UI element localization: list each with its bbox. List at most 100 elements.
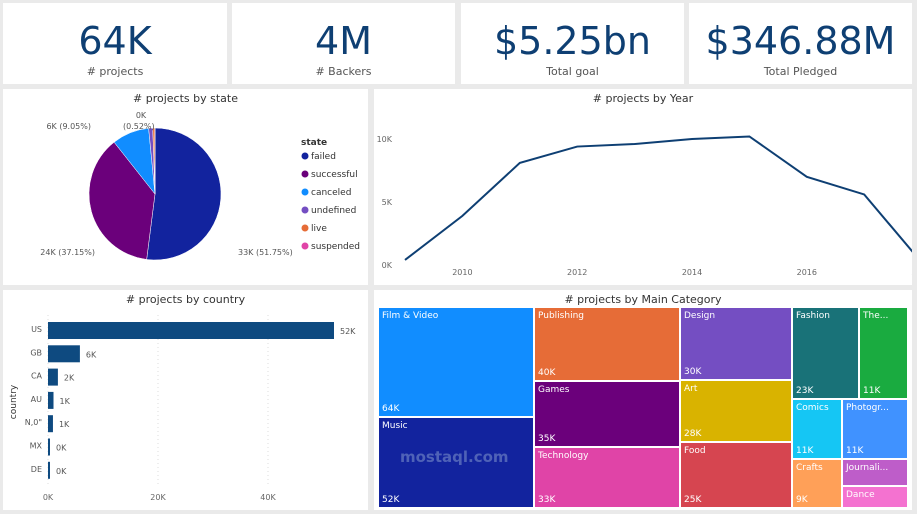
bar-data-label: 0K [56, 444, 67, 453]
pie-slice-failed [147, 128, 221, 260]
legend-marker [302, 207, 309, 214]
legend-marker [302, 171, 309, 178]
tile-name: Music [382, 421, 408, 431]
tile-name: Journali... [846, 463, 888, 473]
pie-chart-panel[interactable]: # projects by state 33K (51.75%)24K (37.… [3, 89, 368, 285]
legend-marker [302, 189, 309, 196]
pie-chart: 33K (51.75%)24K (37.15%)6K (9.05%)(0.52%… [3, 89, 368, 285]
tile-name: The... [863, 311, 888, 321]
bar-data-label: 0K [56, 467, 67, 476]
legend-marker [302, 243, 309, 250]
tile-value: 30K [684, 367, 701, 377]
chart-title: # projects by country [3, 293, 368, 306]
y-tick-label: N,0" [25, 418, 42, 427]
bar-N,0" [48, 415, 53, 432]
tile-value: 9K [796, 495, 808, 505]
kpi-value: $5.25bn [461, 19, 684, 63]
tile-value: 52K [382, 495, 399, 505]
legend-item-live: live [311, 224, 327, 234]
y-tick-label: MX [30, 442, 43, 451]
treemap-tile[interactable]: Fashion 23K [792, 307, 859, 399]
treemap-tile[interactable]: Art 28K [680, 380, 792, 442]
y-tick-label: DE [31, 465, 42, 474]
treemap-tile[interactable]: The...11K [859, 307, 908, 399]
treemap-tile[interactable]: Crafts 9K [792, 459, 842, 508]
treemap-tile[interactable]: Journali... [842, 459, 908, 486]
bar-US [48, 322, 334, 339]
chart-title: # projects by state [3, 92, 368, 105]
pie-data-label: 24K (37.15%) [40, 248, 95, 257]
y-tick-label: US [31, 325, 42, 334]
legend-title: state [301, 138, 327, 148]
kpi-card-projects[interactable]: 64K# projects [3, 3, 227, 84]
bar-MX [48, 439, 50, 456]
chart-title: # projects by Main Category [374, 293, 912, 306]
tile-name: Crafts [796, 463, 823, 473]
bar-CA [48, 369, 58, 386]
tile-value: 64K [382, 404, 399, 414]
kpi-value: 64K [3, 19, 227, 63]
tile-name: Art [684, 384, 697, 394]
kpi-label: # Backers [232, 65, 455, 78]
x-tick-label: 2016 [797, 268, 817, 277]
treemap-tile[interactable]: Photogr... 11K [842, 399, 908, 459]
pie-data-label: 6K (9.05%) [46, 122, 91, 131]
treemap-tile[interactable]: Dance [842, 486, 908, 508]
y-tick-label: GB [30, 348, 42, 357]
x-tick-label: 2018 [911, 268, 912, 277]
line-chart: 0K5K10K20102012201420162018 [374, 89, 912, 285]
kpi-label: Total Pledged [689, 65, 912, 78]
watermark: mostaql.com [400, 448, 509, 466]
bar-data-label: 6K [86, 350, 97, 359]
x-tick-label: 2012 [567, 268, 587, 277]
kpi-card-backers[interactable]: 4M # Backers [232, 3, 455, 84]
tile-value: 25K [684, 495, 701, 505]
treemap-tile[interactable]: Design 30K [680, 307, 792, 380]
x-tick-label: 2010 [452, 268, 472, 277]
tile-name: Fashion [796, 311, 830, 321]
kpi-value: 4M [232, 19, 455, 63]
y-tick-label: CA [31, 372, 43, 381]
y-tick-label: AU [31, 395, 42, 404]
bar-data-label: 1K [60, 397, 71, 406]
line-series [405, 136, 912, 262]
tile-name: Games [538, 385, 569, 395]
y-axis-title: country [9, 384, 19, 419]
bar-DE [48, 462, 50, 479]
tile-value: 35K [538, 434, 555, 444]
tile-value: 28K [684, 429, 701, 439]
tile-name: Dance [846, 490, 875, 500]
x-tick-label: 40K [260, 493, 276, 502]
legend-item-successful: successful [311, 170, 358, 180]
tile-value: 33K [538, 495, 555, 505]
legend-item-undefined: undefined [311, 206, 356, 216]
x-tick-label: 2014 [682, 268, 702, 277]
y-tick-label: 10K [377, 135, 393, 144]
kpi-value: $346.88M [689, 19, 912, 63]
pie-data-label: (0.52%) [123, 122, 155, 131]
chart-title: # projects by Year [374, 92, 912, 105]
tile-name: Design [684, 311, 715, 321]
y-tick-label: 5K [382, 198, 393, 207]
pie-data-label: 0K [136, 111, 147, 120]
bar-data-label: 1K [59, 420, 70, 429]
kpi-card-total-pledged[interactable]: $346.88M Total Pledged [689, 3, 912, 84]
tile-value: 40K [538, 368, 555, 378]
treemap-tile[interactable]: Games 35K [534, 381, 680, 447]
tile-value: 23K [796, 386, 813, 396]
tile-name: Photogr... [846, 403, 889, 413]
legend-item-suspended: suspended [311, 242, 360, 252]
bar-GB [48, 345, 80, 362]
tile-value: 11K [846, 446, 863, 456]
bar-data-label: 52K [340, 327, 356, 336]
legend-item-failed: failed [311, 152, 336, 162]
